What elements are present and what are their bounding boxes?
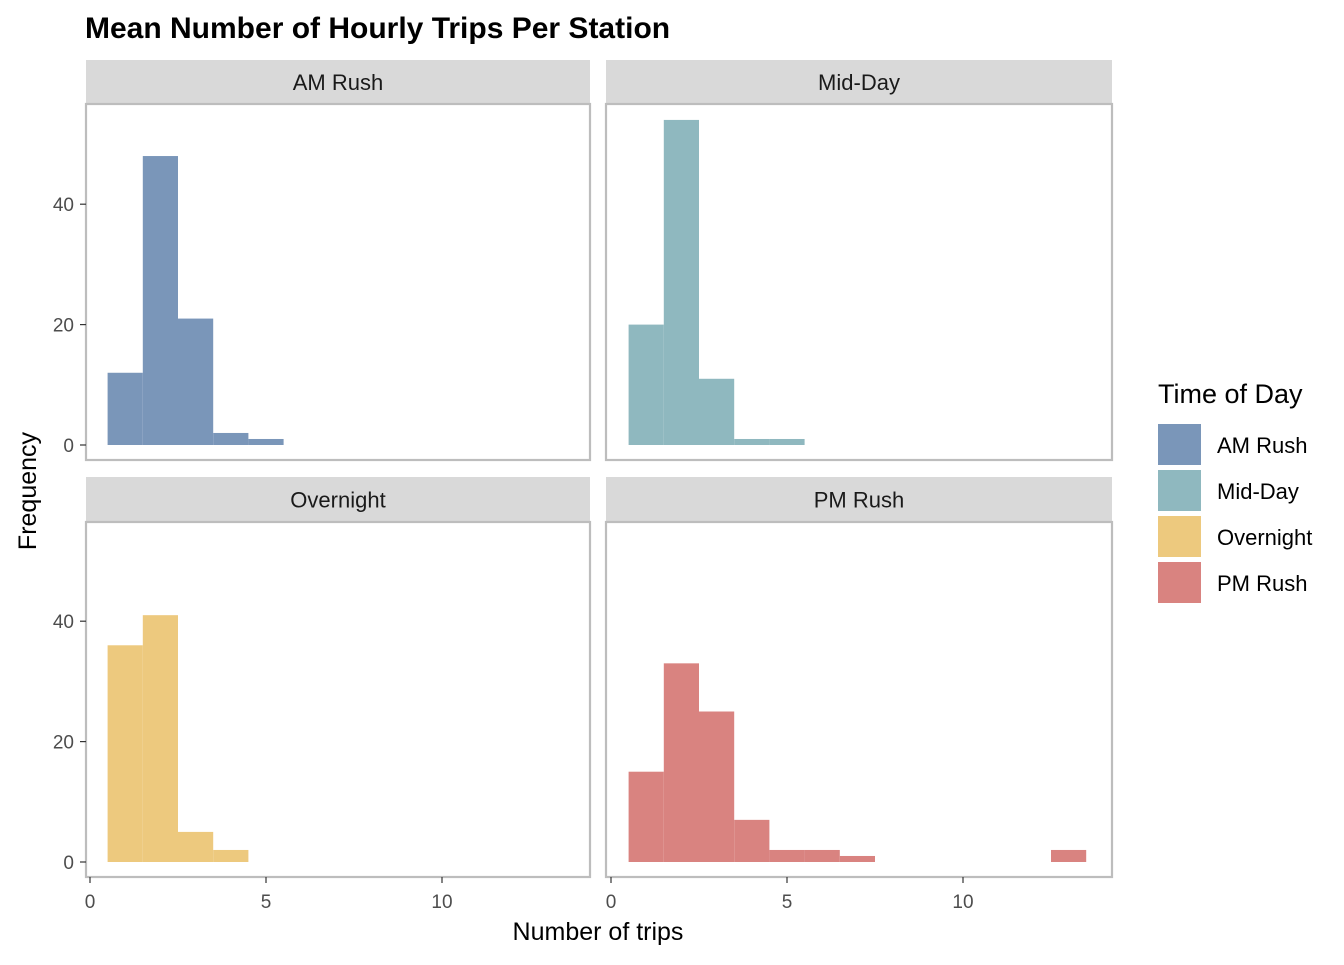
y-axis-title: Frequency xyxy=(14,431,42,550)
legend-swatch xyxy=(1158,516,1201,557)
histogram-bar xyxy=(107,372,143,445)
histogram-bar xyxy=(734,438,770,445)
x-tick-label: 0 xyxy=(606,892,617,913)
chart-title: Mean Number of Hourly Trips Per Station xyxy=(85,12,670,45)
strip-label: Mid-Day xyxy=(818,70,900,95)
panel-overnight: Overnight 0 20 40 0 5 10 xyxy=(53,477,592,913)
legend-swatch xyxy=(1158,470,1201,511)
y-tick-label: 20 xyxy=(53,316,74,337)
histogram-bar xyxy=(699,378,735,445)
strip-label: PM Rush xyxy=(814,488,904,513)
histogram-bar xyxy=(663,663,699,862)
y-tick-label: 40 xyxy=(53,195,74,216)
legend-swatch xyxy=(1158,562,1201,603)
histogram-bar xyxy=(769,438,805,445)
y-tick-label: 20 xyxy=(53,733,74,754)
histogram-bar xyxy=(628,771,664,862)
histogram-bar xyxy=(213,849,249,862)
x-tick-label: 5 xyxy=(261,892,272,913)
legend-label: Mid-Day xyxy=(1217,479,1299,504)
histogram-bar xyxy=(248,438,284,445)
histogram-bar xyxy=(178,318,214,445)
legend-label: PM Rush xyxy=(1217,571,1307,596)
histogram-bar xyxy=(839,855,875,862)
y-tick-label: 0 xyxy=(63,436,74,457)
histogram-bar xyxy=(107,645,143,862)
histogram-bar xyxy=(213,432,249,445)
legend-label: Overnight xyxy=(1217,525,1312,550)
x-tick-label: 0 xyxy=(85,892,96,913)
histogram-bar xyxy=(1051,849,1087,862)
strip-background xyxy=(86,477,590,522)
legend-swatch xyxy=(1158,424,1201,465)
histogram-bar xyxy=(142,615,178,862)
strip-label: AM Rush xyxy=(293,70,383,95)
legend-title: Time of Day xyxy=(1158,379,1303,409)
strip-background xyxy=(86,60,590,104)
x-tick-label: 10 xyxy=(952,892,973,913)
x-tick-label: 10 xyxy=(431,892,452,913)
histogram-bar xyxy=(663,119,699,446)
histogram-bar xyxy=(628,324,664,445)
histogram-bar xyxy=(178,831,214,862)
histogram-bar xyxy=(804,849,840,862)
legend-label: AM Rush xyxy=(1217,433,1307,458)
histogram-bar xyxy=(699,711,735,862)
x-axis-title: Number of trips xyxy=(513,918,684,946)
strip-label: Overnight xyxy=(290,488,385,513)
x-tick-label: 5 xyxy=(782,892,793,913)
legend: Time of Day AM Rush Mid-Day Overnight PM Ru… xyxy=(1158,379,1312,603)
strip-background xyxy=(606,60,1112,104)
y-tick-label: 40 xyxy=(53,612,74,633)
y-tick-label: 0 xyxy=(63,853,74,874)
panel-mid-day: Mid-Day xyxy=(604,60,1114,462)
histogram-bar xyxy=(769,849,805,862)
strip-background xyxy=(606,477,1112,522)
histogram-bar xyxy=(734,819,770,862)
panel-am-rush: AM Rush 0 20 40 xyxy=(53,60,592,462)
histogram-bar xyxy=(142,156,178,446)
panel-pm-rush: PM Rush 0 5 10 xyxy=(604,477,1114,913)
